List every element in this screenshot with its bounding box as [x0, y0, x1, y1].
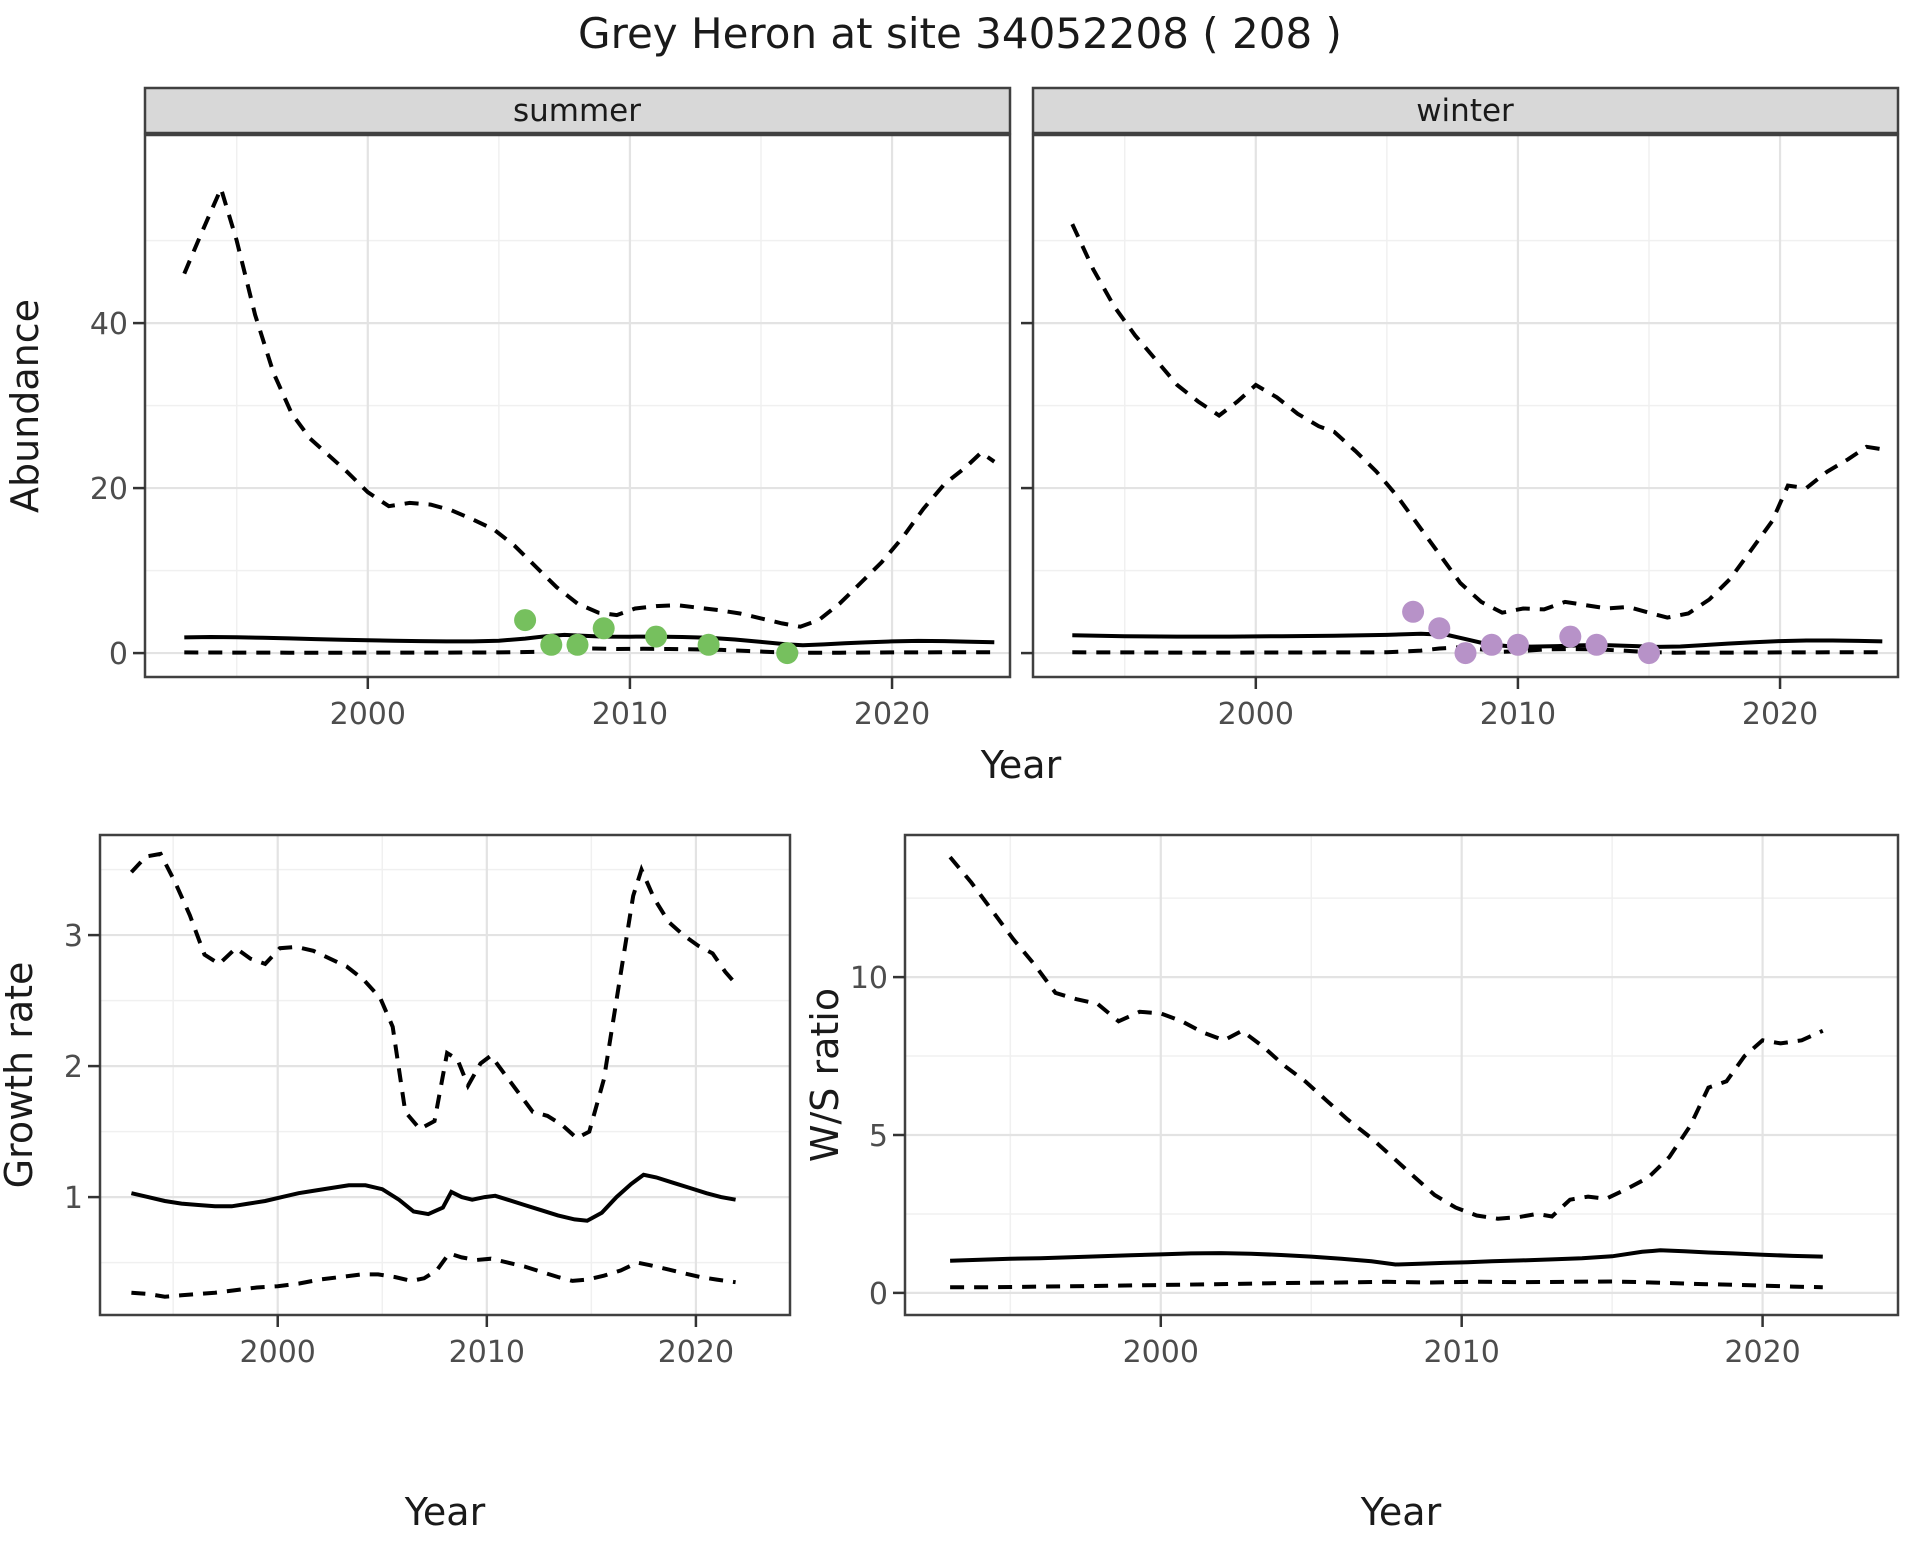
panel-abundance-winter: 2000 2010 2020 — [1021, 133, 1900, 732]
growth-rate-axis-title: Growth rate — [0, 962, 41, 1189]
observed-counts-winter-point — [1638, 642, 1660, 665]
series-lower-95ci — [1072, 645, 1883, 655]
series-upper-95ci — [129, 851, 738, 1141]
facet-strip-summer: summer — [143, 86, 1012, 135]
series-upper-95ci — [1070, 223, 1883, 620]
y-tick-label: 5 — [869, 1119, 888, 1154]
facet-strip-summer-bg — [143, 86, 1012, 135]
x-tick-label: 2020 — [1742, 697, 1818, 732]
x-tick-label: 2000 — [330, 697, 406, 732]
observed-counts-summer-point — [566, 633, 589, 656]
y-tick-label: 40 — [90, 307, 128, 342]
observed-counts-summer-point — [514, 609, 537, 632]
observed-counts-summer-point — [540, 633, 563, 656]
panel-border — [903, 833, 1900, 1317]
panel-background — [905, 835, 1898, 1315]
ws-ratio-axis-title: W/S ratio — [803, 988, 847, 1162]
series-trend — [1072, 631, 1883, 649]
x-tick-label: 2010 — [1424, 1335, 1500, 1370]
y-tick-label: 2 — [64, 1050, 83, 1085]
y-tick-label: 10 — [850, 961, 888, 996]
observed-counts-winter-point — [1506, 633, 1529, 656]
y-tick-label: 1 — [64, 1181, 83, 1216]
panel-border — [98, 833, 792, 1317]
y-tick-label: 0 — [109, 637, 128, 672]
facet-strip-summer-label: summer — [513, 93, 641, 129]
observed-counts-winter-point — [1454, 642, 1477, 665]
y-tick-label: 0 — [869, 1277, 888, 1312]
series-lower-95ci — [131, 1251, 736, 1299]
x-tick-label: 2010 — [592, 697, 668, 732]
panel-border — [143, 133, 1012, 679]
panel-ws-ratio: 2000 2010 2020 0 5 10 — [850, 833, 1900, 1370]
x-tick-label: 2020 — [854, 697, 930, 732]
observed-counts-winter-point — [1585, 633, 1608, 656]
x-tick-label: 2000 — [240, 1335, 316, 1370]
observed-counts-winter-point — [1559, 625, 1582, 648]
x-tick-label: 2010 — [1480, 697, 1556, 732]
series-trend — [950, 1248, 1823, 1267]
y-tick-label: 3 — [64, 919, 83, 954]
series-upper-95ci — [948, 855, 1824, 1221]
observed-counts-summer-point — [645, 625, 668, 648]
series-lower-95ci — [950, 1279, 1823, 1290]
series-trend — [130, 1172, 736, 1223]
abundance-axis-title: Abundance — [3, 299, 47, 513]
chart-title: Grey Heron at site 34052208 ( 208 ) — [578, 9, 1342, 58]
top-year-axis-title: Year — [980, 743, 1062, 787]
observed-counts-winter-point — [1402, 600, 1425, 623]
observed-counts-winter-point — [1480, 633, 1503, 656]
series-trend — [184, 632, 995, 648]
y-tick-label: 20 — [90, 472, 128, 507]
ws-ratio-year-axis-title: Year — [1360, 1490, 1442, 1534]
facet-strip-winter-bg — [1031, 86, 1900, 135]
panel-border — [1031, 133, 1900, 679]
facet-strip-winter-label: winter — [1416, 93, 1514, 129]
x-tick-label: 2020 — [1724, 1335, 1800, 1370]
observed-counts-summer-point — [592, 617, 615, 640]
x-tick-label: 2000 — [1123, 1335, 1199, 1370]
panel-abundance-summer: 2000 2010 2020 0 20 40 — [90, 133, 1012, 732]
x-tick-label: 2020 — [658, 1335, 734, 1370]
observed-counts-summer-point — [776, 642, 799, 665]
observed-counts-summer-point — [697, 633, 720, 656]
x-tick-label: 2010 — [449, 1335, 525, 1370]
x-tick-label: 2000 — [1218, 697, 1294, 732]
series-upper-95ci — [182, 182, 996, 629]
facet-strip-winter: winter — [1031, 86, 1900, 135]
panel-growth-rate: 2000 2010 2020 1 2 3 — [64, 833, 792, 1370]
growth-rate-year-axis-title: Year — [404, 1490, 486, 1534]
observed-counts-winter-point — [1428, 617, 1451, 640]
series-lower-95ci — [184, 646, 995, 655]
